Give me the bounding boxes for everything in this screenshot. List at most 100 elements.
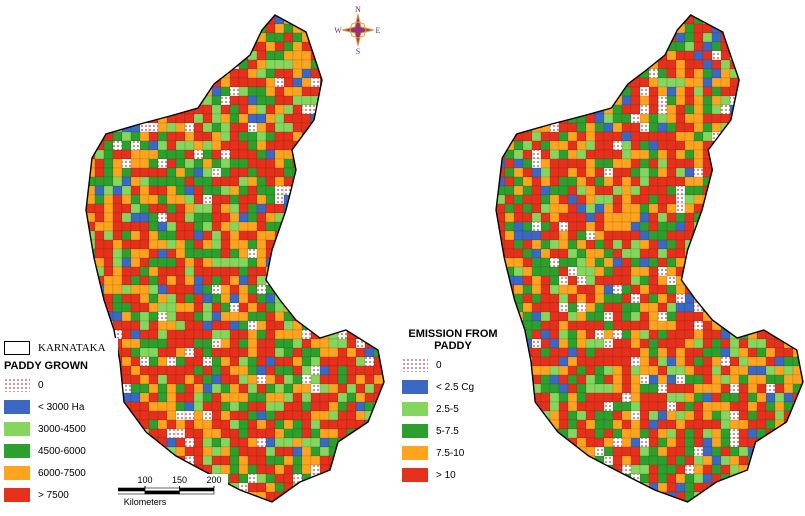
map-cell: [265, 464, 276, 475]
compass-letter: S: [356, 47, 360, 56]
map-cell: [382, 59, 384, 70]
map-cell: [229, 401, 240, 412]
map-cell: [337, 239, 348, 250]
map-cell: [639, 464, 650, 475]
map-cell: [328, 50, 339, 61]
map-cell: [265, 473, 276, 484]
map-cell: [639, 104, 650, 115]
map-cell: [513, 275, 524, 286]
map-cell: [621, 23, 632, 34]
map-cell: [121, 149, 132, 160]
map-cell: [576, 392, 587, 403]
map-cell: [292, 104, 303, 115]
map-cell: [693, 149, 704, 160]
map-cell: [112, 284, 123, 295]
map-cell: [139, 23, 150, 34]
map-cell: [612, 455, 623, 466]
map-cell: [148, 95, 159, 106]
map-cell: [558, 248, 569, 259]
map-cell: [310, 356, 321, 367]
map-cell: [121, 15, 132, 25]
map-cell: [274, 86, 285, 97]
map-cell: [639, 491, 650, 502]
map-cell: [774, 41, 785, 52]
map-cell: [639, 86, 650, 97]
map-cell: [792, 266, 803, 277]
map-cell: [121, 131, 132, 142]
map-cell: [576, 50, 587, 61]
map-cell: [112, 149, 123, 160]
map-cell: [274, 356, 285, 367]
map-cell: [558, 392, 569, 403]
map-cell: [220, 365, 231, 376]
legend-swatch: [4, 444, 30, 458]
map-cell: [274, 113, 285, 124]
map-cell: [274, 320, 285, 331]
map-cell: [301, 266, 312, 277]
map-cell: [585, 68, 596, 79]
map-cell: [496, 140, 506, 151]
map-cell: [103, 41, 114, 52]
map-cell: [558, 15, 569, 25]
legend-label: 3000-4500: [38, 423, 86, 435]
map-cell: [193, 329, 204, 340]
map-cell: [738, 482, 749, 493]
map-cell: [310, 266, 321, 277]
map-cell: [540, 230, 551, 241]
map-cell: [319, 15, 330, 25]
map-cell: [184, 113, 195, 124]
map-cell: [774, 356, 785, 367]
map-cell: [130, 338, 141, 349]
map-cell: [666, 455, 677, 466]
map-cell: [612, 68, 623, 79]
map-cell: [612, 266, 623, 277]
map-cell: [328, 338, 339, 349]
map-cell: [112, 50, 123, 61]
map-cell: [148, 122, 159, 133]
map-cell: [319, 140, 330, 151]
map-cell: [496, 500, 506, 502]
map-cell: [513, 437, 524, 448]
map-cell: [184, 293, 195, 304]
map-cell: [693, 473, 704, 484]
map-cell: [157, 275, 168, 286]
map-cell: [355, 212, 366, 223]
map-cell: [603, 50, 614, 61]
map-cell: [265, 95, 276, 106]
map-cell: [756, 221, 767, 232]
map-cell: [202, 410, 213, 421]
map-cell: [346, 194, 357, 205]
map-cell: [648, 140, 659, 151]
map-cell: [256, 275, 267, 286]
map-cell: [639, 392, 650, 403]
map-cell: [310, 383, 321, 394]
map-cell: [148, 15, 159, 25]
map-cell: [175, 239, 186, 250]
map-cell: [193, 419, 204, 430]
map-cell: [756, 158, 767, 169]
map-cell: [130, 248, 141, 259]
map-cell: [792, 257, 803, 268]
map-cell: [337, 104, 348, 115]
map-cell: [648, 104, 659, 115]
map-cell: [112, 59, 123, 70]
map-cell: [531, 302, 542, 313]
map-cell: [540, 473, 551, 484]
map-cell: [139, 239, 150, 250]
map-cell: [211, 86, 222, 97]
map-cell: [792, 131, 803, 142]
map-cell: [702, 275, 713, 286]
map-cell: [747, 113, 758, 124]
map-cell: [666, 248, 677, 259]
map-cell: [630, 284, 641, 295]
map-cell: [522, 95, 533, 106]
map-cell: [184, 95, 195, 106]
map-cell: [319, 113, 330, 124]
map-cell: [274, 383, 285, 394]
map-cell: [612, 59, 623, 70]
map-cell: [675, 77, 686, 88]
map-cell: [585, 95, 596, 106]
map-cell: [693, 401, 704, 412]
map-cell: [549, 293, 560, 304]
